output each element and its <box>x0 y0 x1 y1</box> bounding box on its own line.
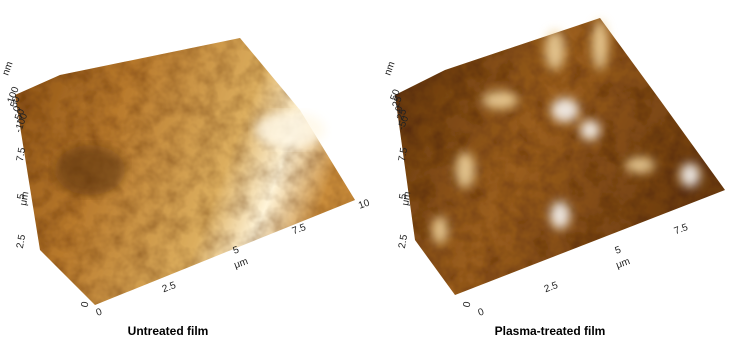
x-tick-label: 10 <box>357 197 372 211</box>
x-unit: μm <box>233 256 250 271</box>
figure: nm100500-50-10002.557.5μm02.557.510μmUnt… <box>0 0 731 342</box>
x-tick-label: 2.5 <box>161 280 178 295</box>
y-tick-label: 0 <box>462 300 474 308</box>
y-tick-label: 2.5 <box>15 233 28 249</box>
x-tick-label: 5 <box>614 244 623 256</box>
x-unit: μm <box>615 256 632 271</box>
x-tick-label: 0 <box>95 306 104 318</box>
x-tick-label: 2.5 <box>543 280 560 295</box>
x-tick-label: 0 <box>477 306 486 318</box>
y-tick-label: 0 <box>80 300 92 308</box>
x-tick-label: 7.5 <box>673 222 690 237</box>
z-unit: nm <box>382 60 397 77</box>
y-unit: μm <box>18 191 31 207</box>
caption: Untreated film <box>128 324 209 338</box>
surface-untreated <box>15 38 355 305</box>
surface-plasma <box>395 18 725 295</box>
z-unit: nm <box>0 60 15 77</box>
caption: Plasma-treated film <box>495 324 606 338</box>
y-tick-label: 2.5 <box>397 233 410 249</box>
